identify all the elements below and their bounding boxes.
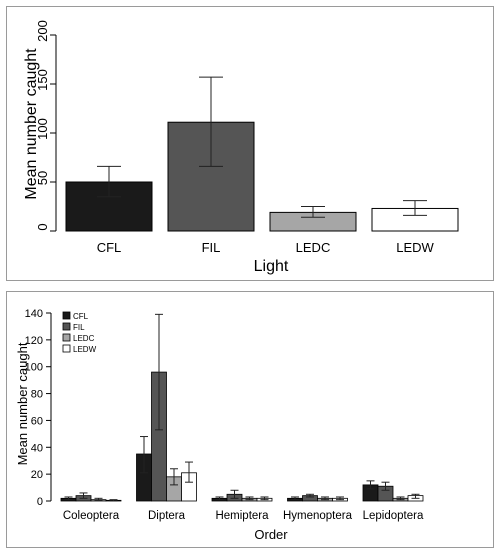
- y-tick-label: 40: [31, 442, 43, 454]
- error-bar-hymenoptera-fil: [306, 493, 314, 498]
- y-tick-label: 60: [31, 415, 43, 427]
- light-chart-panel: Mean number caught Light 0 50 100 150 200 CFL…: [6, 6, 494, 281]
- y-tick-label: 50: [35, 171, 50, 185]
- y-tick-label: 120: [25, 335, 43, 347]
- error-bar-ledw: [403, 200, 427, 216]
- error-bar-lepidoptera-ledw: [411, 493, 420, 499]
- error-bar-hemiptera-ledc: [245, 496, 254, 501]
- error-bar-coleoptera-fil: [79, 492, 88, 499]
- legend-swatch-ledw: [62, 344, 71, 353]
- error-bar-hymenoptera-ledw: [336, 496, 344, 501]
- y-tick-label: 80: [31, 389, 43, 401]
- x-tick-label: Hemiptera: [215, 510, 269, 522]
- x-tick-label: FIL: [202, 240, 221, 255]
- error-bar-ledc: [301, 206, 325, 218]
- error-bar-diptera-ledw: [185, 461, 193, 483]
- error-bar-hemiptera-cfl: [215, 496, 224, 501]
- error-bar-hemiptera-fil: [230, 489, 239, 499]
- error-bar-hemiptera-ledw: [260, 496, 269, 501]
- x-tick-label: Diptera: [148, 510, 186, 522]
- y-axis-label: Mean number caught: [23, 48, 40, 200]
- error-bar-hymenoptera-cfl: [291, 496, 299, 501]
- legend-label: FIL: [73, 323, 85, 332]
- y-tick-label: 20: [31, 469, 43, 481]
- y-tick-label: 200: [35, 20, 50, 42]
- y-tick-label: 150: [35, 69, 50, 91]
- light-bar-chart: Mean number caught Light 0 50 100 150 200 CFL…: [23, 20, 459, 275]
- error-bar-cfl: [97, 165, 121, 198]
- y-tick-label: 0: [37, 496, 43, 508]
- x-tick-label: LEDC: [296, 240, 331, 255]
- error-bar-diptera-ledc: [170, 468, 178, 486]
- error-bar-coleoptera-ledc: [94, 497, 103, 501]
- y-axis-label: Mean number caught: [15, 342, 30, 465]
- error-bar-fil: [199, 76, 223, 167]
- y-tick-label: 140: [25, 308, 43, 320]
- x-axis-label: Light: [254, 258, 289, 275]
- order-chart-panel: Mean number caught Order 0 20 40 60 80 100 120…: [6, 291, 494, 548]
- error-bar-lepidoptera-fil: [381, 481, 390, 491]
- error-bar-hymenoptera-ledc: [321, 496, 329, 501]
- legend: CFL FIL LEDC LEDW: [62, 311, 97, 354]
- x-tick-label: CFL: [97, 240, 122, 255]
- error-bar-diptera-cfl: [140, 436, 148, 474]
- x-axis-label: Order: [254, 527, 288, 542]
- error-bar-coleoptera-cfl: [64, 496, 73, 501]
- legend-label: CFL: [73, 312, 89, 321]
- y-tick-label: 0: [35, 223, 50, 230]
- y-tick-label: 100: [25, 362, 43, 374]
- legend-swatch-ledc: [62, 333, 71, 342]
- legend-swatch-fil: [62, 322, 71, 331]
- error-bar-coleoptera-ledw: [109, 499, 118, 502]
- x-tick-label: Coleoptera: [63, 510, 120, 522]
- error-bar-diptera-fil: [155, 313, 163, 431]
- legend-label: LEDC: [73, 334, 95, 343]
- legend-label: LEDW: [73, 345, 97, 354]
- y-tick-label: 100: [35, 118, 50, 140]
- order-bar-chart: Mean number caught Order 0 20 40 60 80 100 120…: [15, 308, 424, 542]
- x-tick-label: LEDW: [396, 240, 434, 255]
- x-tick-label: Hymenoptera: [283, 510, 353, 522]
- error-bar-lepidoptera-cfl: [366, 480, 375, 490]
- x-tick-label: Lepidoptera: [363, 510, 424, 522]
- legend-swatch-cfl: [62, 311, 71, 320]
- error-bar-lepidoptera-ledc: [396, 496, 405, 501]
